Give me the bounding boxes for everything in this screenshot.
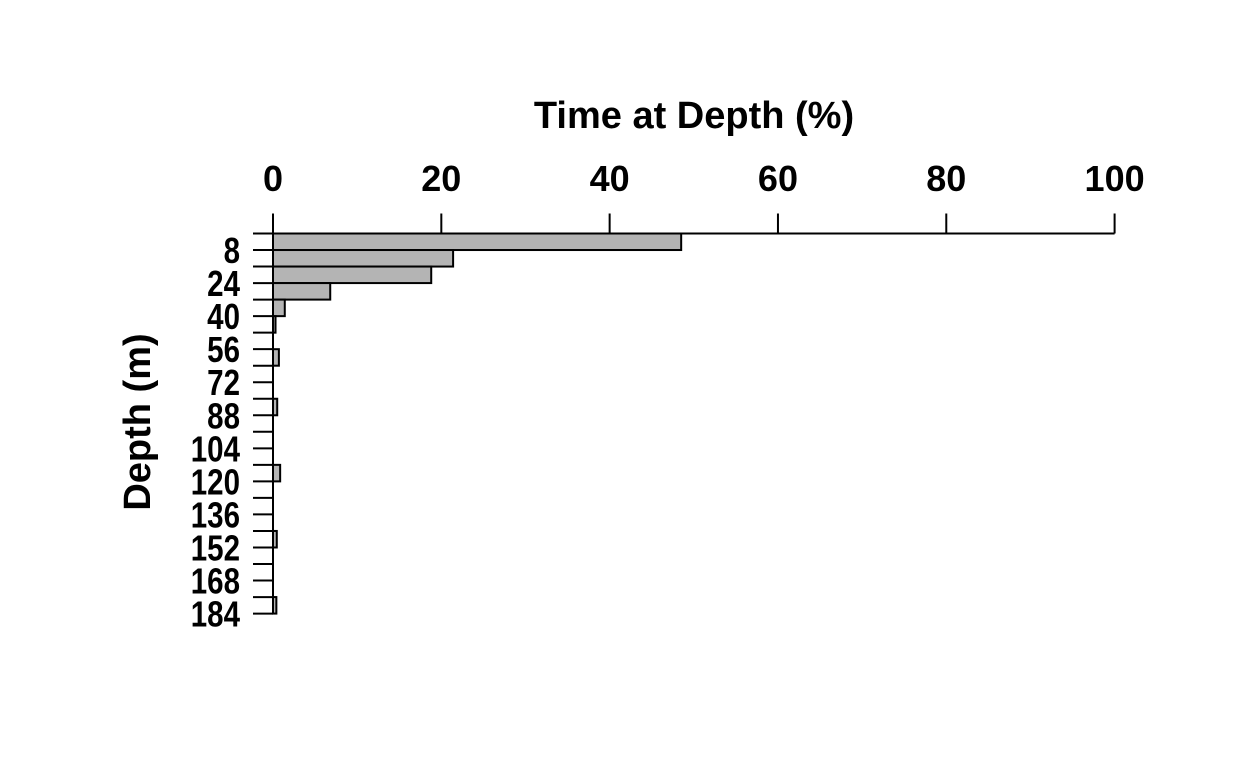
y-tick-label: 168 (191, 561, 240, 601)
bar-depth-0-8 (272, 232, 683, 252)
y-tick-label: 184 (191, 594, 241, 634)
x-tick-label: 60 (758, 158, 798, 199)
y-tick-label: 120 (191, 462, 240, 502)
y-tick-label: 56 (207, 329, 240, 369)
bar-depth-112-120 (272, 463, 282, 483)
bar-depth-16-24 (272, 265, 433, 285)
x-tick-label: 100 (1085, 158, 1145, 199)
chart-title: Time at Depth (%) (533, 95, 855, 137)
y-axis-title: Depth (m) (116, 333, 159, 511)
x-tick-label: 40 (590, 158, 630, 199)
y-tick-label: 8 (224, 230, 240, 270)
bar-depth-24-32 (272, 282, 332, 301)
y-tick-label: 24 (207, 263, 240, 303)
y-tick-label: 88 (207, 395, 240, 435)
x-tick-label: 20 (421, 158, 461, 199)
y-tick-label: 136 (191, 495, 240, 535)
bar-depth-32-40 (272, 298, 286, 318)
y-tick-label: 40 (207, 296, 240, 336)
x-tick-label: 80 (926, 158, 966, 199)
y-tick-label: 152 (191, 528, 240, 568)
bar-depth-8-16 (272, 249, 455, 268)
y-tick-label: 104 (191, 429, 241, 469)
x-tick-label: 0 (263, 158, 283, 199)
y-tick-label: 72 (207, 362, 240, 402)
